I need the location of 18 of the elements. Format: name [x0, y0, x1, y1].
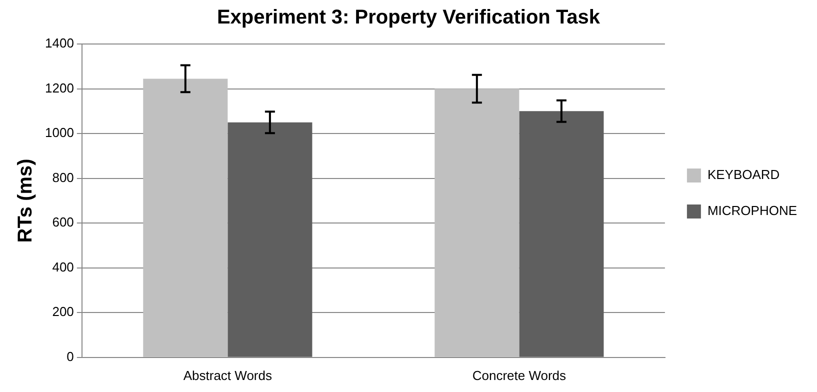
y-tick-label: 800 — [52, 170, 74, 185]
bar — [519, 111, 604, 357]
bar — [434, 88, 520, 357]
chart-title: Experiment 3: Property Verification Task — [216, 6, 601, 29]
y-tick-label: 1000 — [45, 125, 74, 140]
y-tick-label: 1200 — [45, 80, 74, 96]
legend-label: MICROPHONE — [707, 203, 798, 218]
legend-label: KEYBOARD — [707, 167, 780, 182]
y-tick-label: 0 — [66, 348, 74, 364]
bar — [228, 122, 312, 357]
x-tick-label: Concrete Words — [472, 368, 567, 383]
y-tick-label: 200 — [52, 304, 74, 320]
x-tick-label: Abstract Words — [183, 368, 272, 383]
bar — [143, 78, 228, 357]
y-tick-label: 600 — [52, 214, 74, 230]
y-tick-label: 1400 — [45, 36, 74, 51]
y-tick-label: 400 — [52, 259, 74, 274]
y-axis-title: RTs (ms) — [14, 158, 37, 243]
